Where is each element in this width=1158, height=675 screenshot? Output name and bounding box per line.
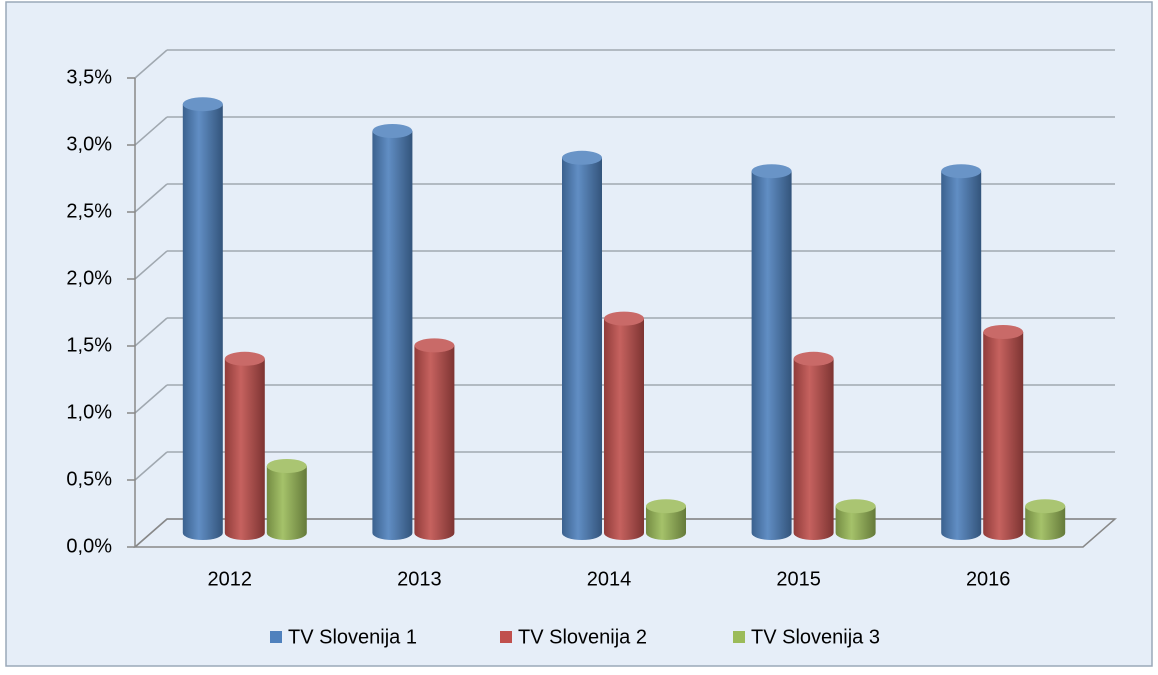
y-tick-label: 1,0% bbox=[66, 401, 112, 423]
x-tick-label: 2015 bbox=[776, 568, 821, 590]
x-tick-label: 2016 bbox=[966, 568, 1011, 590]
grid-line-side bbox=[134, 384, 168, 414]
y-tick-label: 3,0% bbox=[66, 133, 112, 155]
bar bbox=[793, 358, 834, 540]
grid-line-side bbox=[134, 183, 168, 213]
bar bbox=[941, 171, 982, 540]
x-tick-label: 2012 bbox=[208, 568, 253, 590]
bar-top bbox=[941, 164, 982, 179]
bar bbox=[1025, 506, 1066, 540]
x-tick-label: 2014 bbox=[587, 568, 632, 590]
bar bbox=[182, 104, 223, 540]
grid-line-side bbox=[134, 116, 168, 146]
y-tick-label: 2,5% bbox=[66, 200, 112, 222]
y-tick-label: 0,0% bbox=[66, 535, 112, 557]
bar bbox=[414, 345, 455, 540]
bar-top bbox=[835, 499, 876, 514]
bar-top bbox=[604, 311, 644, 326]
bar-top bbox=[983, 325, 1024, 339]
bar bbox=[266, 466, 307, 540]
x-tick-label: 2013 bbox=[397, 568, 442, 590]
legend-swatch bbox=[270, 631, 282, 643]
y-tick-label: 0,5% bbox=[66, 468, 112, 490]
bar bbox=[604, 318, 644, 540]
bar-top bbox=[266, 459, 307, 473]
y-tick-label: 3,5% bbox=[66, 66, 112, 88]
bar-top bbox=[224, 351, 265, 366]
grid-line-side bbox=[134, 49, 168, 79]
y-tick-label: 1,5% bbox=[66, 334, 112, 356]
bar bbox=[835, 506, 876, 540]
bar bbox=[562, 157, 602, 541]
grid-line-side bbox=[134, 250, 168, 280]
bar-top bbox=[414, 338, 455, 353]
bar-top bbox=[1025, 499, 1066, 514]
grid-line-side bbox=[134, 451, 168, 481]
bar-top bbox=[562, 150, 602, 165]
bar bbox=[751, 171, 792, 540]
legend-label: TV Slovenija 1 bbox=[288, 626, 417, 648]
legend-swatch bbox=[500, 631, 512, 643]
bar bbox=[646, 506, 686, 540]
y-tick-label: 2,0% bbox=[66, 267, 112, 289]
legend-label: TV Slovenija 2 bbox=[518, 626, 647, 648]
bar-top bbox=[182, 97, 223, 112]
bar-top bbox=[646, 499, 686, 514]
grid-line-side bbox=[134, 317, 168, 347]
floor bbox=[133, 518, 1117, 548]
legend-label: TV Slovenija 3 bbox=[751, 626, 880, 648]
bar-top bbox=[751, 164, 792, 179]
legend-swatch bbox=[733, 631, 745, 643]
bar bbox=[224, 358, 265, 540]
bar-top bbox=[793, 351, 834, 366]
bar-top bbox=[372, 124, 413, 138]
bar bbox=[983, 332, 1024, 540]
bar bbox=[372, 131, 413, 540]
